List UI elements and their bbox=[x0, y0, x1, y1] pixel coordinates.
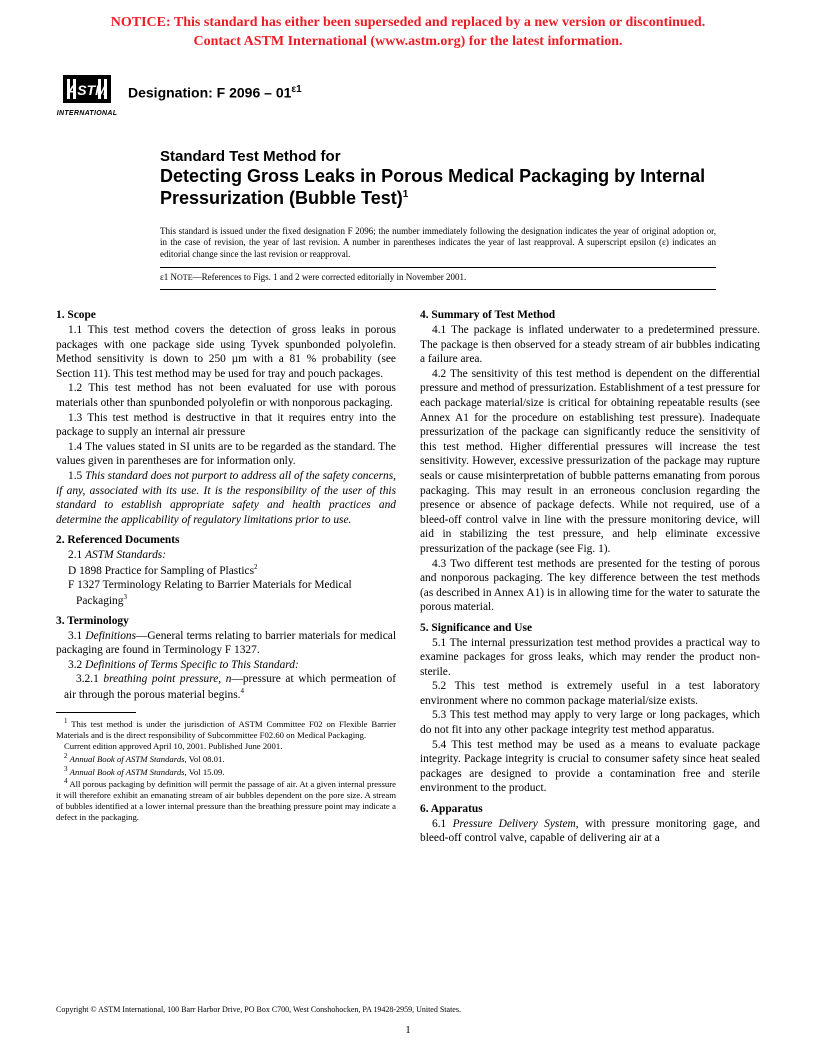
sec-5: 5. Significance and Use bbox=[420, 621, 760, 636]
left-column: 1. Scope 1.1 This test method covers the… bbox=[56, 308, 396, 845]
fn1b: Current edition approved April 10, 2001.… bbox=[56, 741, 396, 752]
eps-mark: ε1 bbox=[160, 272, 168, 282]
p-1-1: 1.1 This test method covers the detectio… bbox=[56, 323, 396, 381]
title-main: Detecting Gross Leaks in Porous Medical … bbox=[160, 166, 756, 210]
p-1-5: 1.5 This standard does not purport to ad… bbox=[56, 469, 396, 527]
p-4-3: 4.3 Two different test methods are prese… bbox=[420, 557, 760, 615]
p32-num: 3.2 bbox=[68, 659, 85, 671]
fn1-text: This test method is under the jurisdicti… bbox=[56, 719, 396, 740]
p-5-4: 5.4 This test method may be used as a me… bbox=[420, 738, 760, 796]
p61-num: 6.1 bbox=[432, 818, 453, 830]
issuance-note: This standard is issued under the fixed … bbox=[0, 216, 816, 261]
p-3-1: 3.1 Definitions—General terms relating t… bbox=[56, 629, 396, 658]
notice-line2: Contact ASTM International (www.astm.org… bbox=[193, 34, 622, 49]
sec-2: 2. Referenced Documents bbox=[56, 533, 396, 548]
sec-3: 3. Terminology bbox=[56, 614, 396, 629]
sec-6: 6. Apparatus bbox=[420, 802, 760, 817]
p15-num: 1.5 bbox=[68, 470, 85, 482]
p31-num: 3.1 bbox=[68, 630, 85, 642]
epsilon-note: ε1 NOTE—References to Figs. 1 and 2 were… bbox=[0, 268, 816, 284]
p-2-1: 2.1 ASTM Standards: bbox=[56, 548, 396, 563]
p-6-1: 6.1 Pressure Delivery System, with press… bbox=[420, 817, 760, 846]
copyright: Copyright © ASTM International, 100 Barr… bbox=[56, 1005, 760, 1014]
p-1-3: 1.3 This test method is destructive in t… bbox=[56, 411, 396, 440]
fn4: 4 All porous packaging by definition wil… bbox=[56, 777, 396, 822]
p61-term: Pressure Delivery System bbox=[453, 818, 576, 830]
eps-label: NOTE bbox=[171, 272, 193, 282]
sec-1: 1. Scope bbox=[56, 308, 396, 323]
ref-d1898: D 1898 Practice for Sampling of Plastics… bbox=[56, 563, 396, 578]
notice-line1: NOTICE: This standard has either been su… bbox=[111, 15, 705, 30]
fn4-text: All porous packaging by definition will … bbox=[56, 779, 396, 822]
body-columns: 1. Scope 1.1 This test method covers the… bbox=[0, 290, 816, 845]
fn2-mark: 2 bbox=[254, 563, 258, 571]
title-block: Standard Test Method for Detecting Gross… bbox=[0, 120, 816, 216]
p321-num: 3.2.1 bbox=[76, 673, 103, 685]
p-5-1: 5.1 The internal pressurization test met… bbox=[420, 636, 760, 680]
p-5-2: 5.2 This test method is extremely useful… bbox=[420, 679, 760, 708]
fn2m: 2 bbox=[64, 752, 68, 760]
title-main-text: Detecting Gross Leaks in Porous Medical … bbox=[160, 166, 705, 208]
fn2: 2 Annual Book of ASTM Standards, Vol 08.… bbox=[56, 752, 396, 765]
title-lead: Standard Test Method for bbox=[160, 148, 756, 166]
fn3-mark: 3 bbox=[123, 593, 127, 601]
p-3-2: 3.2 Definitions of Terms Specific to Thi… bbox=[56, 658, 396, 673]
p321-term: breathing point pressure, n bbox=[103, 673, 231, 685]
d1898-text: D 1898 Practice for Sampling of Plastics bbox=[68, 564, 254, 576]
p31-def: Definitions bbox=[85, 630, 136, 642]
astm-logo: ASTM INTERNATIONAL bbox=[60, 66, 114, 120]
p21-body: ASTM Standards: bbox=[85, 549, 166, 561]
p-4-2: 4.2 The sensitivity of this test method … bbox=[420, 367, 760, 557]
p-5-3: 5.3 This test method may apply to very l… bbox=[420, 708, 760, 737]
title-sup: 1 bbox=[403, 189, 409, 200]
p32-body: Definitions of Terms Specific to This St… bbox=[85, 659, 299, 671]
p-4-1: 4.1 The package is inflated underwater t… bbox=[420, 323, 760, 367]
fn3: 3 Annual Book of ASTM Standards, Vol 15.… bbox=[56, 765, 396, 778]
eps-text: —References to Figs. 1 and 2 were correc… bbox=[193, 272, 467, 282]
footnotes: 1 This test method is under the jurisdic… bbox=[56, 717, 396, 822]
notice-banner: NOTICE: This standard has either been su… bbox=[0, 0, 816, 58]
p-3-2-1: 3.2.1 breathing point pressure, n—pressu… bbox=[56, 672, 396, 702]
fn2-text: Annual Book of ASTM Standards bbox=[70, 754, 185, 764]
fn3-vol: , Vol 15.09. bbox=[185, 766, 225, 776]
footnote-rule bbox=[56, 712, 136, 713]
fn1: 1 This test method is under the jurisdic… bbox=[56, 717, 396, 741]
ref-f1327: F 1327 Terminology Relating to Barrier M… bbox=[56, 578, 396, 608]
designation-label: Designation: F 2096 – 01 bbox=[128, 85, 291, 101]
p-1-4: 1.4 The values stated in SI units are to… bbox=[56, 440, 396, 469]
svg-text:ASTM: ASTM bbox=[66, 82, 107, 98]
p15-body: This standard does not purport to addres… bbox=[56, 470, 396, 526]
fn4-mark: 4 bbox=[241, 687, 245, 695]
p21-num: 2.1 bbox=[68, 549, 85, 561]
right-column: 4. Summary of Test Method 4.1 The packag… bbox=[420, 308, 760, 845]
sec-4: 4. Summary of Test Method bbox=[420, 308, 760, 323]
designation: Designation: F 2096 – 01ε1 bbox=[128, 84, 302, 101]
p-1-2: 1.2 This test method has not been evalua… bbox=[56, 381, 396, 410]
page-number: 1 bbox=[0, 1024, 816, 1036]
fn3-text: Annual Book of ASTM Standards bbox=[70, 766, 185, 776]
f1327-text: F 1327 Terminology Relating to Barrier M… bbox=[68, 579, 352, 606]
logo-subtext: INTERNATIONAL bbox=[57, 110, 118, 117]
designation-eps: ε1 bbox=[291, 84, 301, 95]
fn2-vol: , Vol 08.01. bbox=[185, 754, 225, 764]
header: ASTM INTERNATIONAL Designation: F 2096 –… bbox=[0, 58, 816, 120]
fn3m: 3 bbox=[64, 765, 68, 773]
